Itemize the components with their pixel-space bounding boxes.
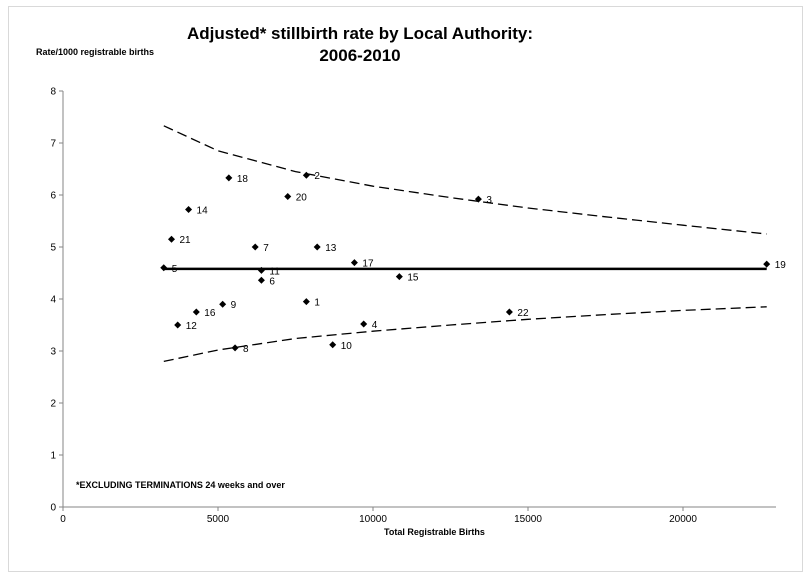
data-point-label: 9 — [231, 300, 237, 311]
data-point-label: 1 — [314, 298, 320, 309]
data-point-label: 7 — [263, 243, 269, 254]
data-point — [302, 298, 310, 306]
data-point-label: 5 — [172, 264, 178, 275]
data-point-label: 15 — [407, 273, 419, 284]
y-tick-label: 3 — [50, 347, 56, 358]
data-point — [251, 243, 259, 251]
data-point — [360, 320, 368, 328]
data-point-label: 22 — [517, 308, 529, 319]
x-tick-label: 20000 — [669, 514, 697, 525]
data-point — [302, 171, 310, 179]
data-point — [763, 260, 771, 268]
lower-limit-line — [163, 306, 767, 363]
data-point-label: 8 — [243, 344, 249, 355]
data-point-label: 13 — [325, 243, 337, 254]
data-point — [284, 193, 292, 201]
y-tick-label: 6 — [50, 191, 56, 202]
data-point-label: 4 — [372, 320, 378, 331]
data-point-label: 12 — [186, 321, 198, 332]
data-point-label: 6 — [269, 276, 275, 287]
y-tick-label: 4 — [50, 295, 56, 306]
upper-limit-line — [163, 125, 767, 235]
data-point-label: 20 — [296, 193, 308, 204]
data-point-label: 2 — [314, 171, 320, 182]
data-point — [474, 195, 482, 203]
y-tick-label: 8 — [50, 87, 56, 98]
chart-title-line1: Adjusted* stillbirth rate by Local Autho… — [186, 24, 533, 43]
data-point — [257, 276, 265, 284]
data-point — [395, 273, 403, 281]
x-tick-label: 5000 — [207, 514, 230, 525]
footnote: *EXCLUDING TERMINATIONS 24 weeks and ove… — [76, 480, 285, 490]
data-point — [257, 266, 265, 274]
data-point-label: 10 — [341, 341, 353, 352]
data-point — [225, 174, 233, 182]
y-tick-label: 7 — [50, 139, 56, 150]
data-point — [313, 243, 321, 251]
y-tick-label: 0 — [50, 503, 56, 514]
data-point — [231, 344, 239, 352]
data-point — [350, 259, 358, 267]
data-point-label: 11 — [269, 266, 280, 277]
control-limits — [163, 125, 767, 363]
data-point — [168, 235, 175, 243]
x-tick-label: 10000 — [359, 514, 387, 525]
data-point-label: 14 — [197, 206, 209, 217]
y-tick-label: 5 — [50, 243, 56, 254]
data-point-label: 16 — [204, 308, 216, 319]
y-tick-label: 1 — [50, 451, 56, 462]
data-point-label: 18 — [237, 174, 249, 185]
data-point-label: 3 — [486, 195, 492, 206]
data-point-label: 19 — [775, 260, 787, 271]
data-point — [329, 341, 337, 349]
data-point-label: 17 — [362, 259, 374, 270]
data-point — [505, 308, 513, 316]
y-axis-label: Rate/1000 registrable births — [36, 47, 155, 57]
x-axis-label: Total Registrable Births — [384, 527, 485, 537]
data-point — [192, 308, 200, 316]
data-point — [160, 264, 168, 272]
data-point — [219, 300, 227, 308]
data-point-label: 21 — [180, 235, 192, 246]
data-point — [185, 206, 193, 214]
data-point — [174, 321, 182, 329]
y-tick-label: 2 — [50, 399, 56, 410]
chart-title-line2: 2006-2010 — [319, 46, 401, 65]
x-tick-label: 15000 — [514, 514, 542, 525]
x-tick-label: 0 — [60, 514, 66, 525]
chart-frame — [8, 6, 803, 572]
